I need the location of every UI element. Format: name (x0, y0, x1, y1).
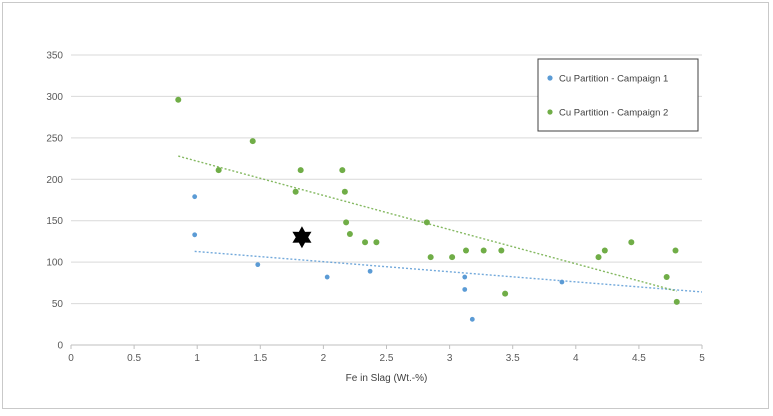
x-tick-label: 4.5 (632, 353, 646, 364)
data-point-series-2 (423, 219, 430, 226)
y-tick-label: 350 (46, 51, 63, 62)
data-point-series-2 (673, 298, 680, 305)
x-tick-label: 0.5 (127, 353, 141, 364)
legend-label-series-1: Cu Partition - Campaign 1 (559, 74, 668, 85)
y-tick-label: 100 (46, 258, 63, 269)
data-point-series-2 (663, 274, 670, 281)
data-point-series-2 (343, 219, 350, 226)
data-point-series-2 (595, 254, 602, 261)
data-point-series-1 (192, 232, 198, 238)
scatter-chart: 0 50 100 150 200 250 300 350 0 0.5 1 1.5 2 2.5 3 3.5 4 4.… (46, 51, 705, 385)
data-point-series-2 (175, 96, 182, 103)
data-point-series-2 (463, 247, 470, 254)
legend: Cu Partition - Campaign 1 Cu Partition - … (537, 58, 699, 132)
data-point-series-2 (502, 290, 509, 297)
y-tick-label: 150 (46, 216, 63, 227)
data-point-series-1 (324, 274, 330, 280)
data-point-series-2 (498, 247, 505, 254)
data-point-series-2 (628, 239, 635, 246)
data-point-series-1 (462, 287, 468, 292)
data-point-series-1 (462, 274, 468, 280)
data-point-series-2 (480, 247, 487, 254)
x-tick-label: 1 (194, 353, 200, 364)
x-tick-label: 5 (699, 353, 705, 364)
data-point-series-2 (341, 188, 348, 195)
legend-box (537, 58, 699, 132)
legend-marker-series-2 (547, 109, 553, 115)
chart-frame: 0 50 100 150 200 250 300 350 0 0.5 1 1.5 2 2.5 3 3.5 4 4.… (2, 2, 769, 409)
data-point-series-2 (449, 254, 456, 261)
data-point-series-1 (559, 279, 565, 285)
data-point-series-1 (255, 262, 261, 268)
x-axis-title: Fe in Slag (Wt.-%) (346, 373, 428, 384)
data-point-series-2 (427, 254, 434, 261)
x-tick-label: 3 (447, 353, 453, 364)
data-point-series-2 (373, 239, 380, 246)
data-point-series-1 (367, 268, 373, 274)
y-tick-label: 250 (46, 133, 63, 144)
x-tick-label: 3.5 (506, 353, 520, 364)
legend-marker-series-1 (547, 75, 553, 81)
y-tick-label: 200 (46, 175, 63, 186)
data-point-series-2 (215, 167, 222, 174)
trendline-series-1 (194, 250, 703, 293)
data-point-series-2 (362, 239, 369, 246)
x-tick-label: 1.5 (253, 353, 267, 364)
data-point-series-2 (292, 188, 299, 195)
data-point-series-1 (469, 316, 475, 322)
y-tick-label: 50 (52, 299, 64, 310)
data-point-series-2 (672, 247, 679, 254)
x-tick-label: 2 (321, 353, 327, 364)
data-point-series-2 (601, 247, 608, 254)
data-point-series-2 (346, 230, 353, 237)
legend-label-series-2: Cu Partition - Campaign 2 (559, 108, 668, 119)
x-tick-label: 2.5 (380, 353, 394, 364)
x-tick-label: 0 (68, 353, 74, 364)
y-tick-label: 0 (57, 341, 63, 352)
data-point-series-2 (249, 138, 256, 145)
data-point-series-2 (339, 167, 346, 174)
x-tick-label: 4 (573, 353, 579, 364)
data-point-series-1 (192, 194, 198, 200)
y-tick-label: 300 (46, 92, 63, 103)
data-point-series-2 (297, 167, 304, 174)
star-marker-icon (292, 226, 312, 249)
